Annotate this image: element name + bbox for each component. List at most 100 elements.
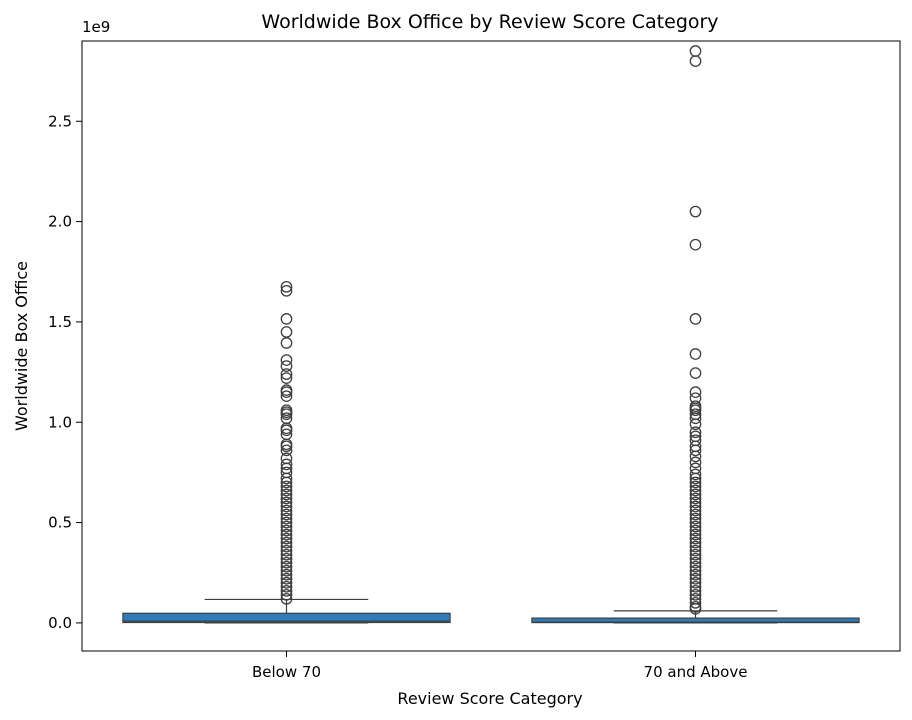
outlier-point (280, 548, 293, 561)
outlier-point (689, 468, 702, 481)
outlier-point (280, 424, 293, 437)
outlier-point (280, 368, 293, 380)
outlier-point (689, 536, 702, 549)
outlier-point (689, 580, 702, 593)
outlier-point (280, 556, 293, 569)
outlier-point (280, 576, 293, 589)
outlier-point (689, 552, 702, 565)
outlier-point (689, 572, 702, 585)
x-tick-label: Below 70 (252, 663, 321, 681)
box-group (122, 45, 860, 624)
outlier-point (280, 280, 293, 293)
outlier-point (689, 556, 702, 569)
outlier-point (689, 238, 702, 251)
outlier-point (689, 520, 702, 533)
outlier-point (280, 354, 293, 366)
outlier-point (689, 564, 702, 577)
outlier-point (689, 524, 702, 537)
y-axis: 0.0 0.5 1.0 1.5 2.0 2.5 (48, 112, 82, 632)
chart-title: Worldwide Box Office by Review Score Cat… (261, 11, 718, 33)
outlier-point (689, 528, 702, 541)
outlier-point (689, 367, 702, 379)
outlier-point (280, 458, 293, 471)
plot-frame (81, 40, 901, 652)
outlier-point (689, 456, 702, 469)
outlier-point (280, 284, 293, 297)
outlier-point (280, 536, 293, 549)
outlier-point (689, 205, 702, 218)
outlier-point (689, 418, 702, 431)
outlier-point (689, 404, 702, 417)
y-tick-label: 0.5 (48, 514, 72, 532)
outlier-point (689, 484, 702, 497)
outlier-point (280, 484, 293, 497)
outlier-point (280, 492, 293, 505)
outlier-point (689, 504, 702, 517)
outlier-point (280, 452, 293, 465)
outlier-point (689, 386, 702, 399)
outlier-point (280, 564, 293, 577)
outlier-point (280, 540, 293, 553)
outlier-point (689, 45, 702, 57)
outlier-point (689, 540, 702, 553)
outlier-point (689, 508, 702, 521)
x-axis-label: Review Score Category (397, 689, 582, 708)
outlier-point (280, 337, 293, 349)
outlier-point (689, 55, 702, 67)
outlier-point (280, 372, 293, 384)
outlier-point (689, 496, 702, 509)
outlier-point (689, 584, 702, 597)
outlier-point (280, 524, 293, 537)
outlier-point (280, 496, 293, 509)
outlier-point (689, 568, 702, 581)
y-tick-label: 2.5 (48, 112, 72, 130)
outlier-point (689, 512, 702, 525)
outlier-point (689, 488, 702, 501)
outlier-point (689, 560, 702, 573)
outlier-point (280, 326, 293, 338)
outlier-point (689, 450, 702, 463)
outlier-point (280, 588, 293, 601)
outlier-point (280, 580, 293, 593)
x-axis: Below 70 70 and Above (252, 651, 747, 681)
outlier-point (280, 480, 293, 493)
outlier-point (689, 576, 702, 589)
outlier-point (280, 528, 293, 541)
outlier-point (689, 412, 702, 425)
outlier-point (280, 568, 293, 581)
outlier-point (280, 508, 293, 521)
x-tick-label: 70 and Above (644, 663, 748, 681)
outlier-point (689, 548, 702, 561)
y-offset-label: 1e9 (82, 18, 110, 36)
outlier-point (689, 500, 702, 513)
outlier-point (280, 440, 293, 453)
outlier-point (689, 444, 702, 457)
outlier-point (689, 544, 702, 557)
outlier-point (280, 584, 293, 597)
y-axis-label: Worldwide Box Office (12, 261, 31, 431)
outlier-point (280, 512, 293, 525)
outlier-point (280, 386, 293, 399)
outlier-point (280, 472, 293, 485)
outlier-point (689, 603, 702, 615)
y-tick-label: 2.0 (48, 213, 72, 231)
outlier-point (280, 516, 293, 529)
outlier-point (689, 476, 702, 489)
outlier-point (689, 348, 702, 360)
outlier-point (280, 500, 293, 513)
outlier-point (280, 488, 293, 501)
outlier-point (689, 516, 702, 529)
box-iqr (122, 612, 451, 624)
outlier-point (280, 560, 293, 573)
outlier-point (280, 444, 293, 457)
outlier-point (689, 492, 702, 505)
outlier-point (689, 480, 702, 493)
outlier-point (280, 313, 293, 325)
outlier-point (689, 426, 702, 439)
outlier-point (689, 596, 702, 609)
outlier-point (280, 476, 293, 489)
outlier-point (689, 472, 702, 485)
outlier-point (280, 532, 293, 545)
outlier-point (280, 552, 293, 565)
